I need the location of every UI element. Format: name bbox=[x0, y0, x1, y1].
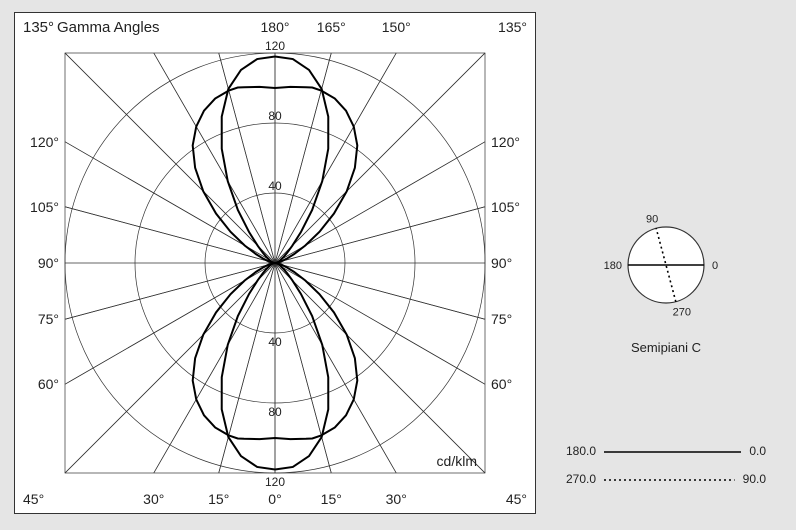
polar-diagram: 40408080120120 135°135°45°45°Gamma Angle… bbox=[14, 12, 536, 514]
legend-row: 180.00.0 bbox=[566, 444, 766, 458]
svg-text:120: 120 bbox=[265, 475, 285, 489]
svg-text:270: 270 bbox=[673, 307, 691, 319]
svg-text:80: 80 bbox=[268, 405, 282, 419]
side-panel: 0 180 90 270 Semipiani C 180.00.0 270.090.0 bbox=[536, 0, 796, 530]
svg-text:120: 120 bbox=[265, 39, 285, 53]
svg-text:90: 90 bbox=[646, 213, 658, 225]
c-plane-indicator: 0 180 90 270 bbox=[586, 180, 746, 340]
svg-text:0: 0 bbox=[712, 260, 718, 272]
c-plane-title: Semipiani C bbox=[536, 340, 796, 355]
svg-text:40: 40 bbox=[268, 179, 282, 193]
legend-row: 270.090.0 bbox=[566, 472, 766, 486]
svg-text:180: 180 bbox=[604, 260, 622, 272]
svg-text:80: 80 bbox=[268, 109, 282, 123]
legend: 180.00.0 270.090.0 bbox=[566, 430, 766, 500]
svg-text:40: 40 bbox=[268, 335, 282, 349]
polar-svg: 40 40 80 80 120 120 bbox=[15, 13, 535, 513]
